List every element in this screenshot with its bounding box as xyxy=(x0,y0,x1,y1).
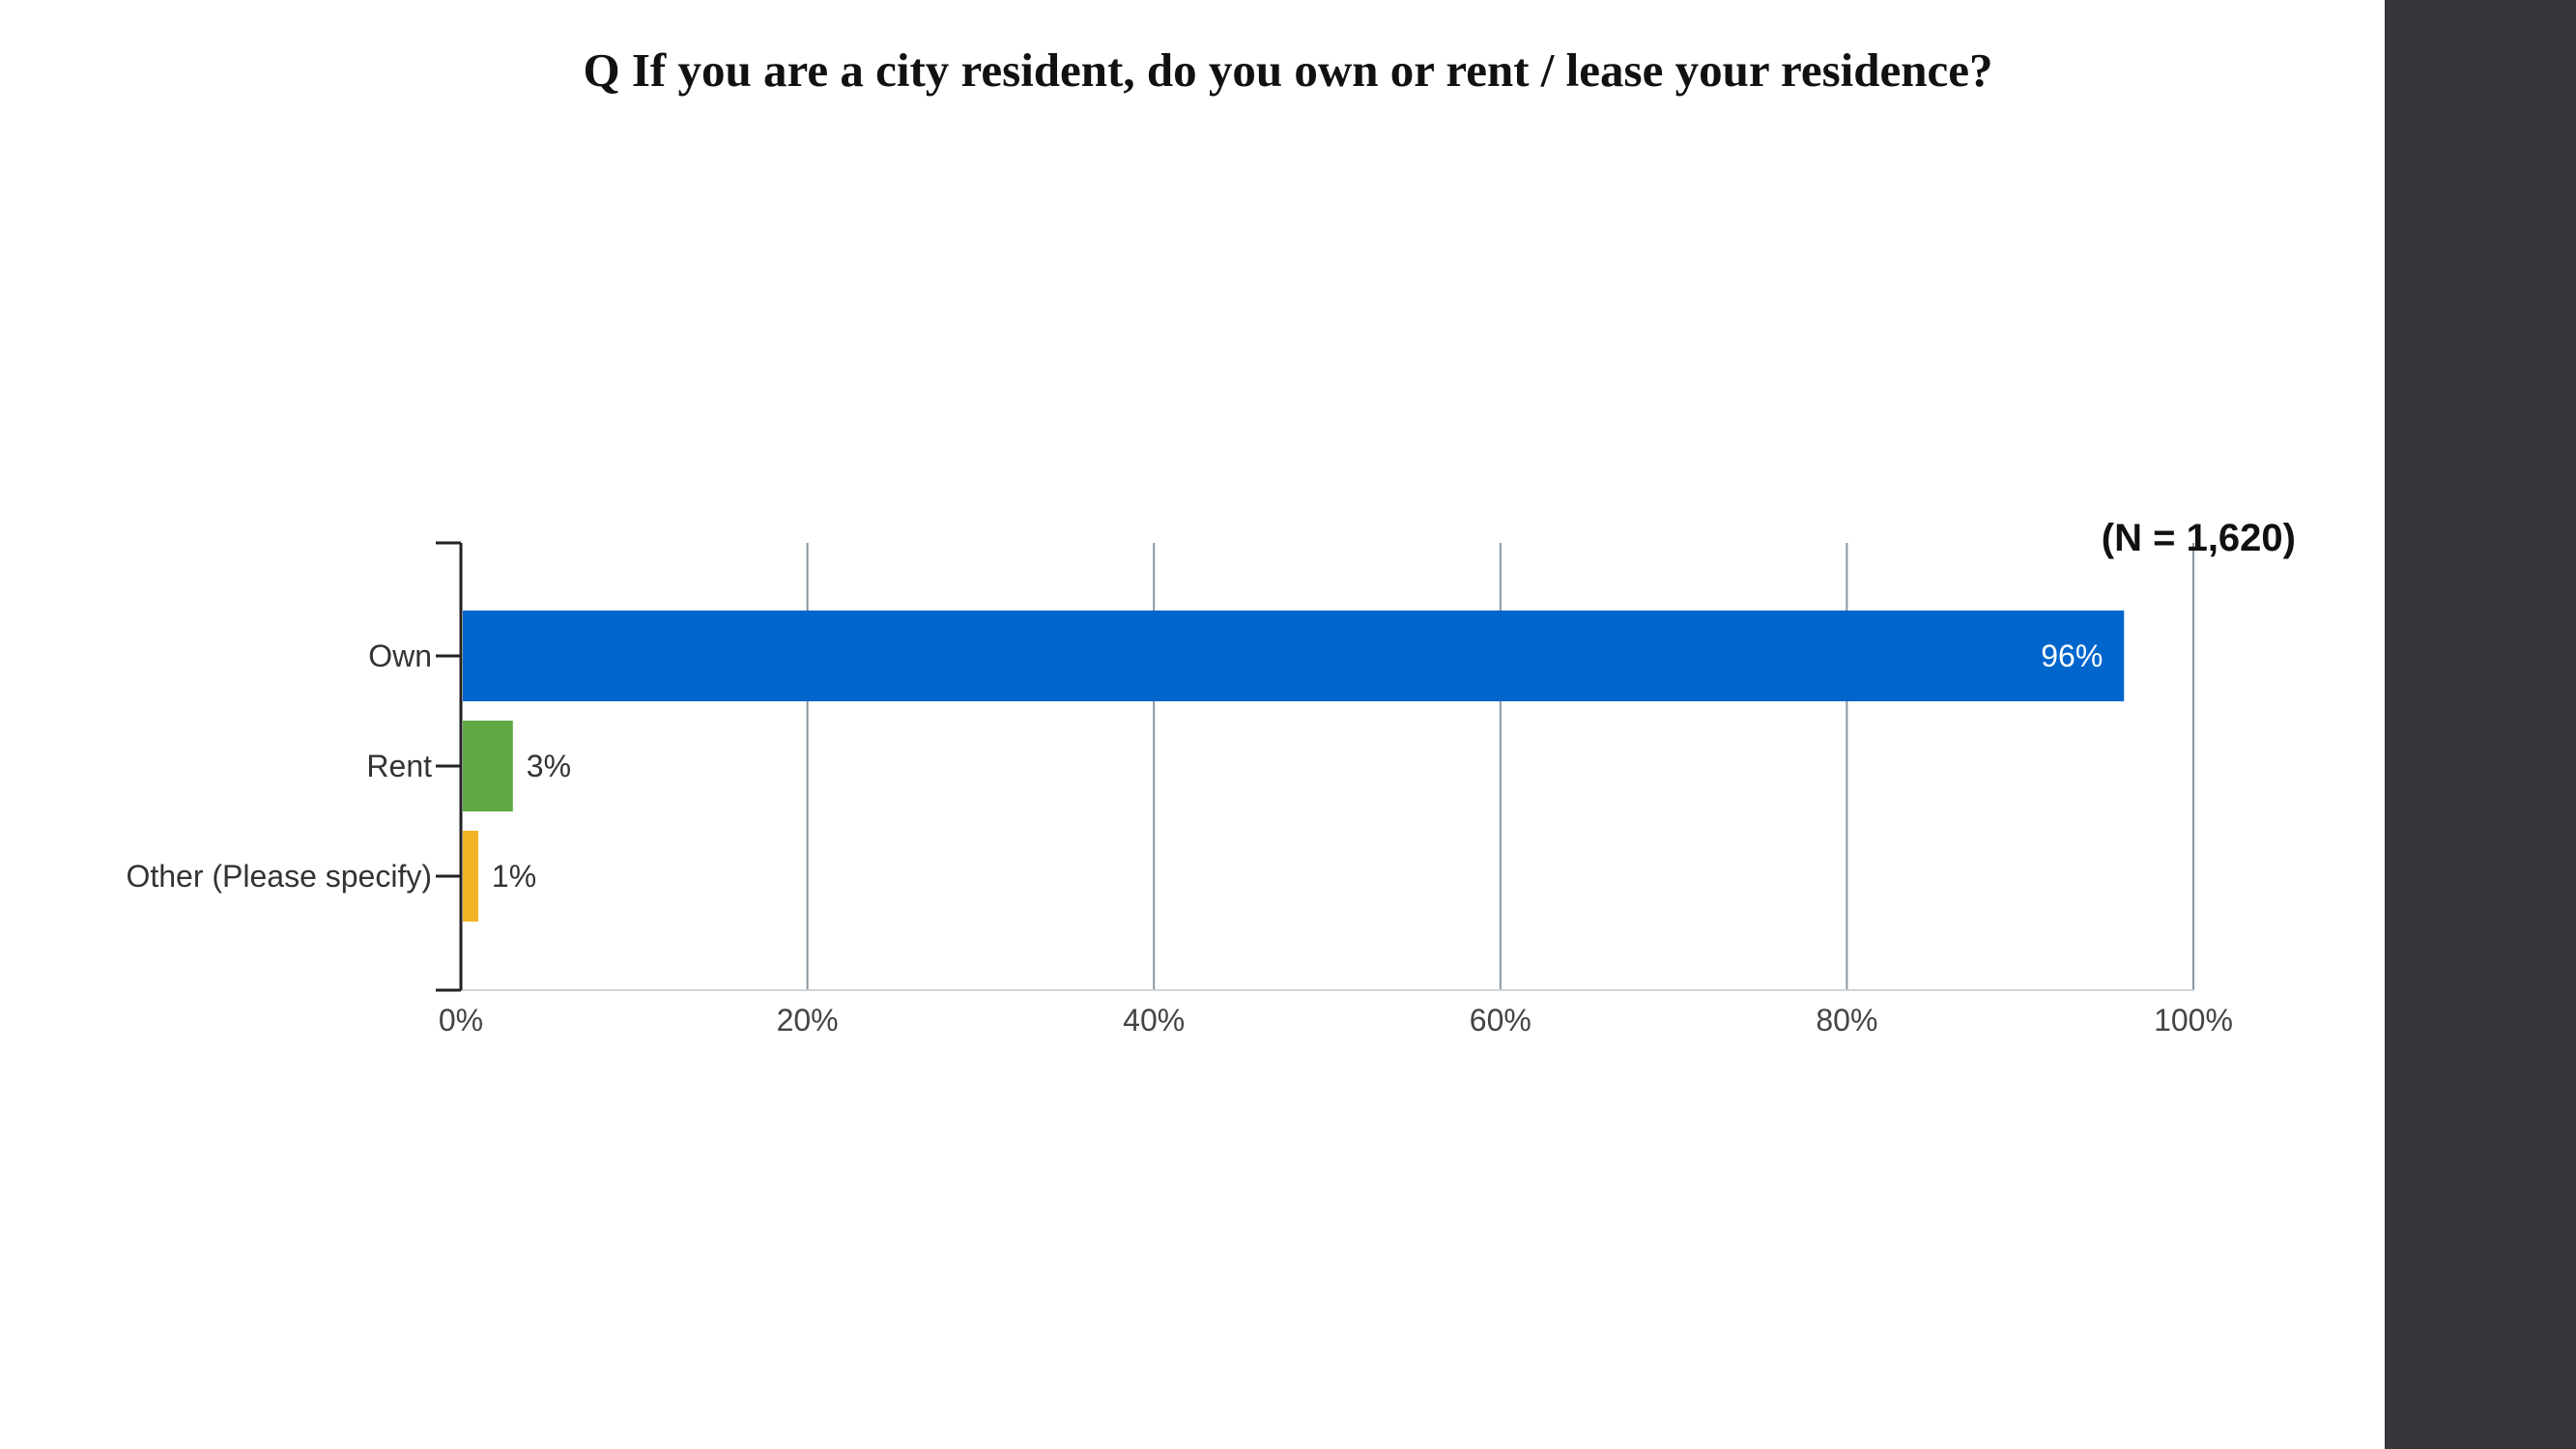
x-tick-label: 100% xyxy=(2154,1003,2233,1037)
category-label: Own xyxy=(368,639,432,673)
side-panel xyxy=(2385,0,2576,1449)
sample-size-label: (N = 1,620) xyxy=(2102,517,2296,559)
axes xyxy=(436,541,2193,992)
x-tick-label: 40% xyxy=(1123,1003,1185,1037)
bar-chart: Own 96% Rent 3% Other (Please specify) 1% 0% 20… xyxy=(126,517,2296,1037)
labels: Own 96% Rent 3% Other (Please specify) 1% 0% 20… xyxy=(126,517,2296,1037)
gridlines xyxy=(806,543,2194,990)
x-tick-label: 0% xyxy=(439,1003,483,1037)
category-label: Other (Please specify) xyxy=(126,859,432,894)
bar xyxy=(463,831,478,922)
question-title: Q If you are a city resident, do you own… xyxy=(583,43,1993,97)
data-label: 96% xyxy=(2041,639,2103,673)
data-label: 3% xyxy=(527,749,571,783)
data-label: 1% xyxy=(492,859,536,894)
bars xyxy=(463,611,2125,922)
x-tick-label: 80% xyxy=(1816,1003,1877,1037)
category-label: Rent xyxy=(366,749,432,783)
x-tick-label: 60% xyxy=(1470,1003,1531,1037)
bar xyxy=(463,721,513,811)
slide-background xyxy=(0,0,2385,1449)
x-tick-label: 20% xyxy=(777,1003,839,1037)
bar xyxy=(463,611,2125,701)
